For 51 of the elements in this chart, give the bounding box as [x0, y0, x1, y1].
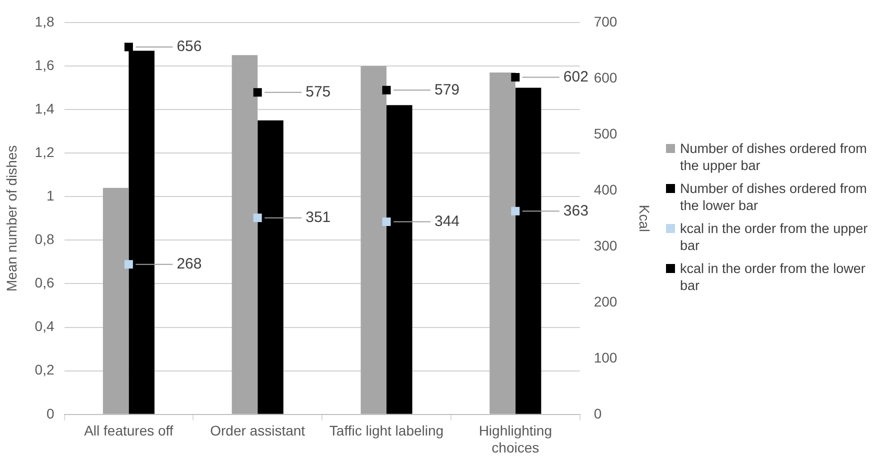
- y-tick-label: 0,4: [34, 318, 54, 334]
- legend-label: Number of dishes ordered from the upper bar: [680, 140, 868, 174]
- y-tick-label: 0,2: [34, 362, 54, 378]
- y-tick-label: 0: [46, 405, 54, 422]
- x-tick-label: All features off: [84, 422, 174, 439]
- y-tick-label: 1,8: [34, 13, 54, 30]
- y2-tick-label: 500: [594, 125, 618, 142]
- point: [253, 88, 262, 97]
- point: [253, 214, 262, 222]
- data-label: 268: [176, 255, 202, 272]
- data-label: 656: [176, 38, 202, 56]
- y-tick-label: 1,4: [34, 100, 54, 116]
- bar: [232, 55, 258, 414]
- x-tick-label: Highlighting choices: [478, 422, 552, 456]
- data-label: 579: [434, 81, 460, 98]
- y-tick-label: 0,8: [34, 231, 54, 248]
- data-label: 351: [306, 208, 331, 226]
- data-label: 602: [563, 68, 588, 86]
- bar: [258, 120, 284, 414]
- y-tick-label: 1: [46, 187, 54, 204]
- bar: [515, 88, 542, 414]
- point: [511, 206, 520, 216]
- data-label: 575: [306, 84, 331, 101]
- legend-label: kcal in the order from the upper bar: [680, 220, 869, 254]
- bar: [386, 105, 412, 414]
- data-label: 363: [563, 202, 588, 220]
- y-axis-title: Mean number of dishes: [3, 145, 20, 292]
- legend-label: kcal in the order from the lower bar: [680, 260, 866, 294]
- point: [511, 73, 520, 82]
- y2-tick-label: 300: [594, 237, 618, 254]
- bar: [490, 72, 516, 414]
- y-tick-label: 1,2: [34, 144, 54, 160]
- y2-tick-label: 700: [594, 13, 618, 30]
- y2-tick-label: 0: [594, 405, 602, 422]
- bar: [360, 66, 386, 414]
- y2-tick-label: 400: [594, 181, 618, 198]
- point: [382, 218, 391, 226]
- y2-axis-title: Kcal: [636, 204, 653, 232]
- legend-label: Number of dishes ordered from the lower bar: [680, 180, 868, 214]
- y2-tick-label: 100: [594, 349, 618, 366]
- point: [124, 42, 133, 52]
- y2-tick-label: 200: [594, 293, 618, 310]
- bar: [102, 188, 129, 414]
- x-tick-label: Order assistant: [210, 422, 306, 439]
- y-tick-label: 0,6: [34, 274, 54, 291]
- x-tick-label: Taffic light labeling: [329, 422, 444, 439]
- point: [124, 260, 133, 269]
- y2-tick-label: 600: [594, 69, 618, 86]
- data-label: 344: [434, 212, 460, 230]
- y-tick-label: 1,6: [34, 56, 54, 73]
- point: [382, 86, 391, 94]
